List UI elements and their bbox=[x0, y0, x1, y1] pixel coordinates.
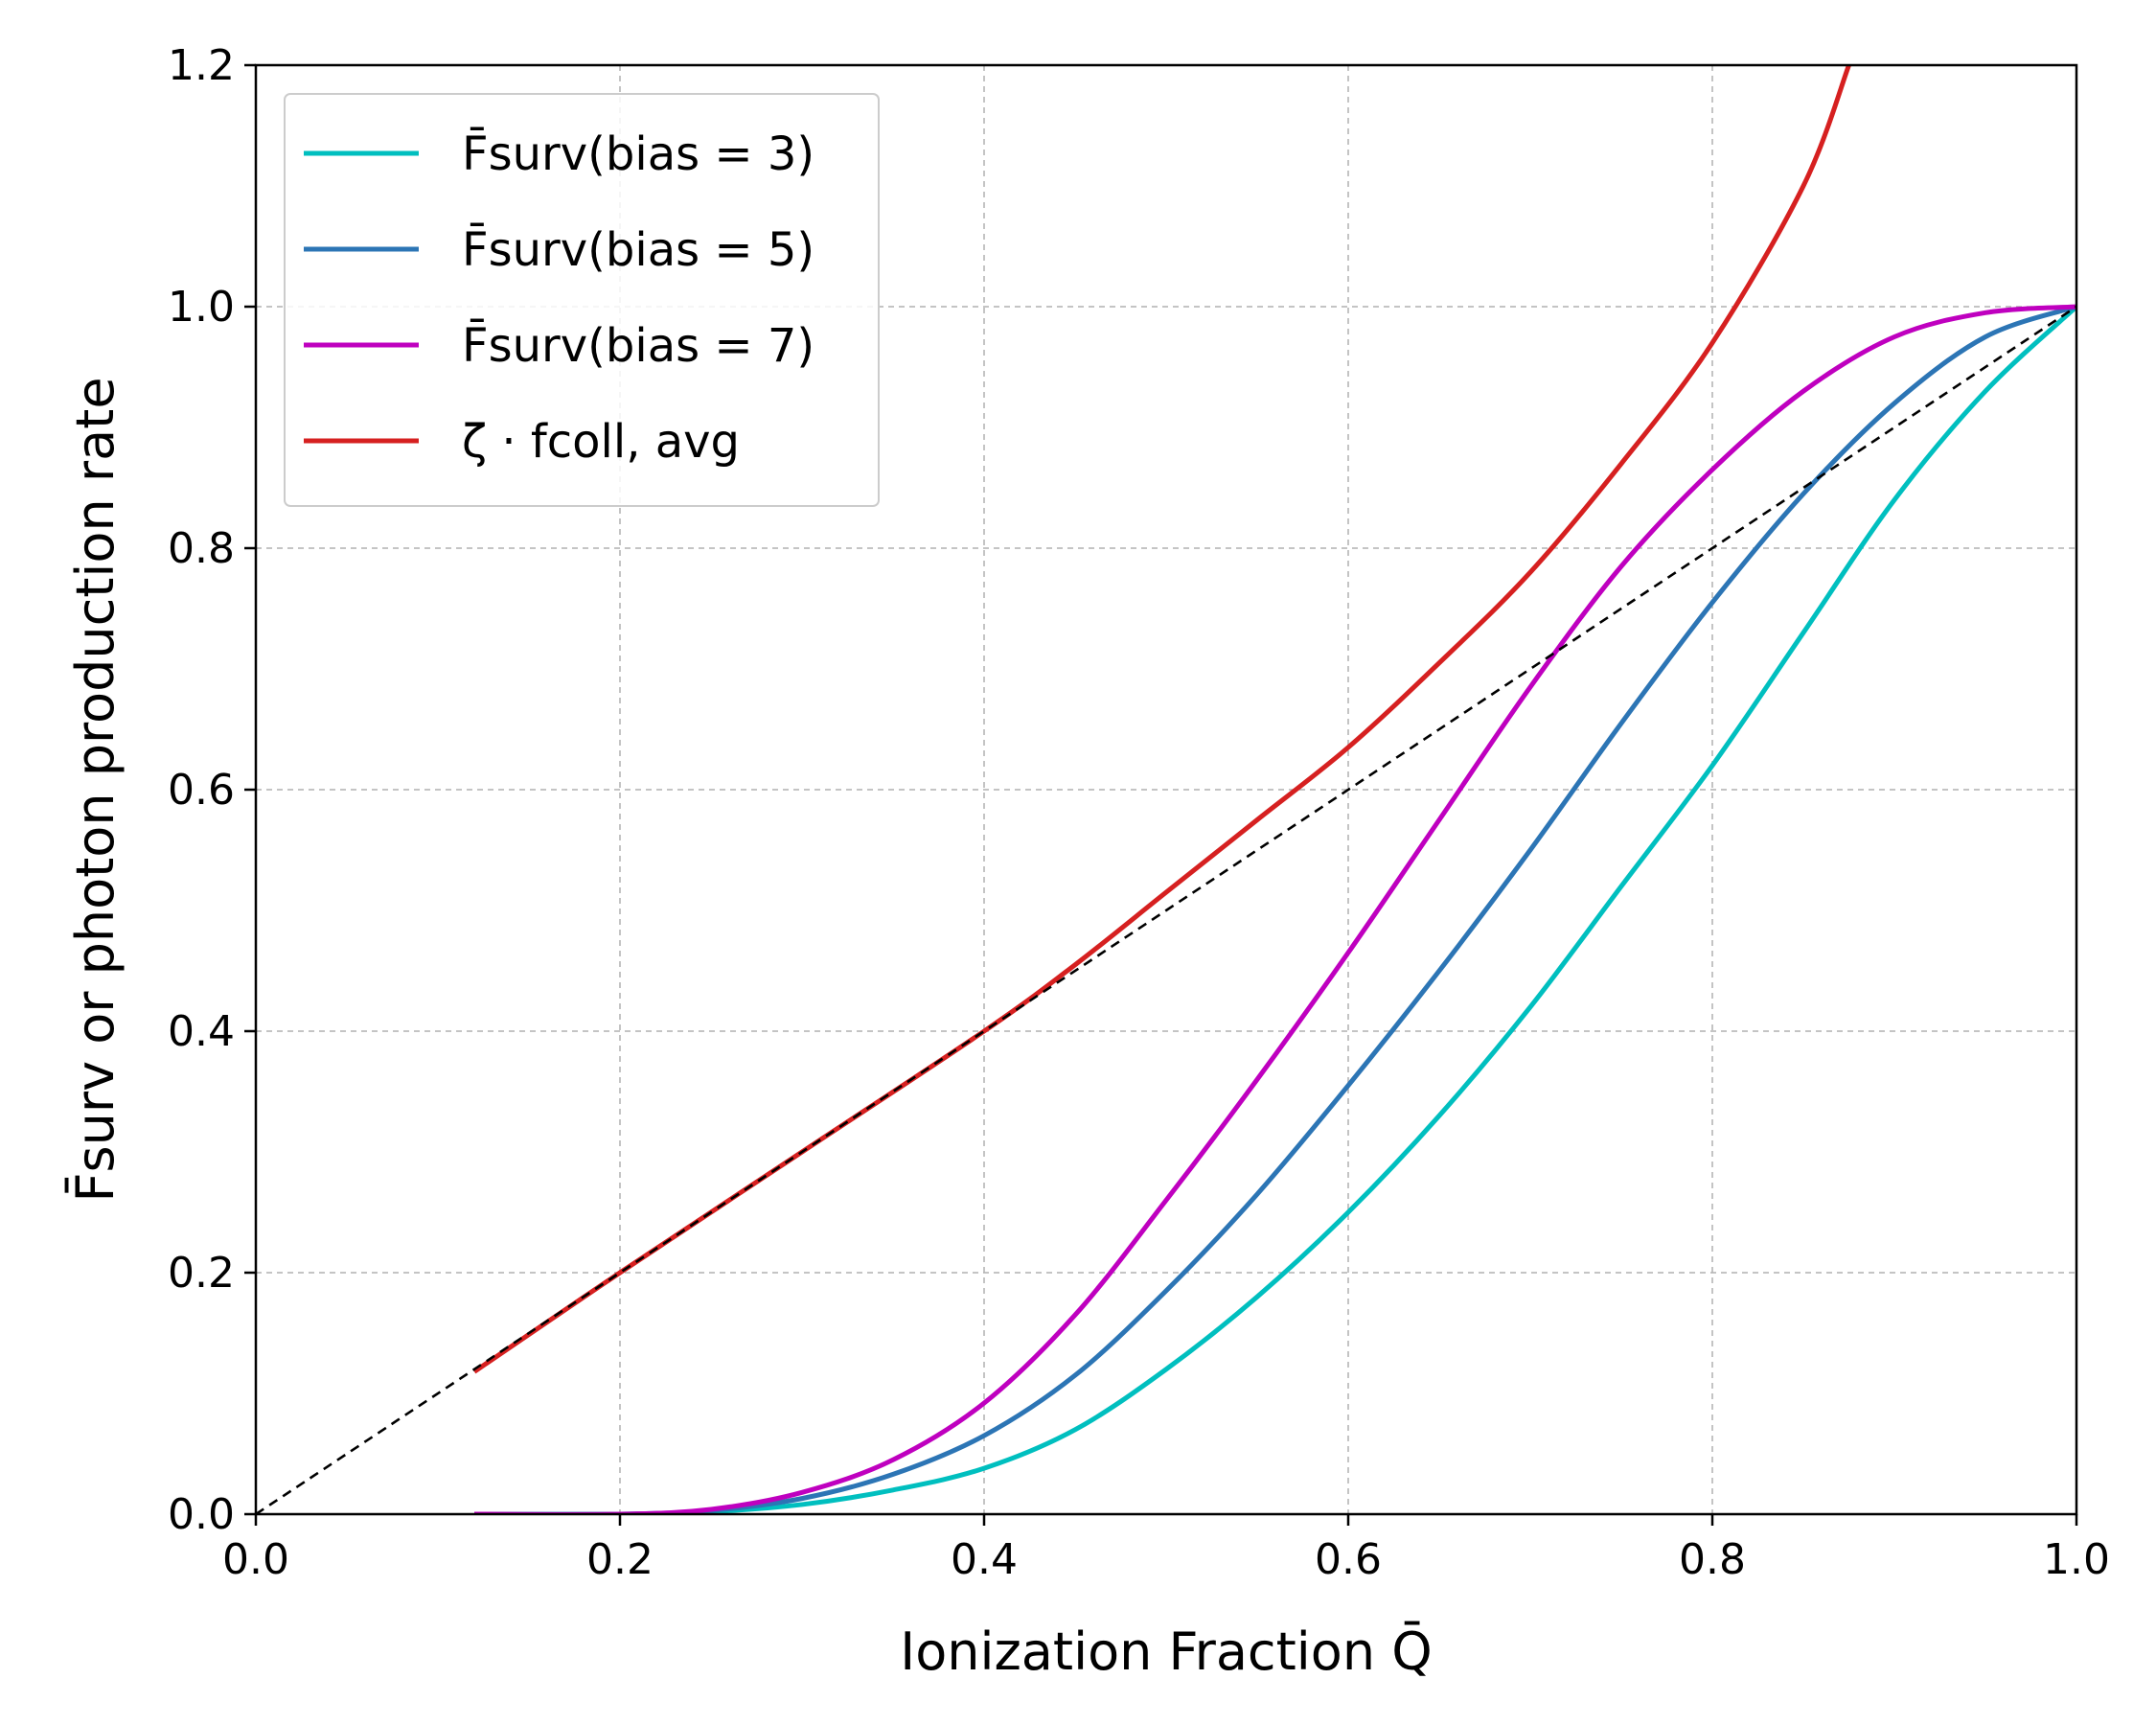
y-axis-label: F̄surv or photon production rate bbox=[65, 377, 126, 1202]
y-tick-label: 0.4 bbox=[168, 1007, 235, 1056]
x-tick-label: 0.4 bbox=[951, 1535, 1018, 1584]
ticks: 0.0 0.2 0.4 0.6 0.8 1.0 0.0 0.2 0.4 0.6 0.8 1.0 1.2 bbox=[168, 41, 2110, 1584]
legend-box bbox=[284, 93, 880, 507]
series-line-3 bbox=[472, 65, 1851, 1374]
legend: F̄surv(bias = 3) F̄surv(bias = 5) F̄surv(b… bbox=[284, 93, 880, 507]
x-tick-label: 0.8 bbox=[1679, 1535, 1746, 1584]
x-tick-label: 0.2 bbox=[586, 1535, 654, 1584]
legend-entry-label: F̄surv(bias = 3) bbox=[462, 126, 814, 181]
x-tick-label: 1.0 bbox=[2043, 1535, 2110, 1584]
y-tick-label: 0.0 bbox=[168, 1490, 235, 1539]
reference-line-dashed bbox=[256, 305, 2076, 1514]
legend-entry-label: F̄surv(bias = 5) bbox=[462, 222, 814, 277]
series-line-1 bbox=[474, 304, 2076, 1514]
legend-entry-label: ζ · fcoll, avg bbox=[462, 415, 740, 469]
y-tick-label: 0.8 bbox=[168, 524, 235, 573]
y-tick-label: 0.6 bbox=[168, 766, 235, 815]
x-tick-label: 0.0 bbox=[222, 1535, 289, 1584]
series-line-2 bbox=[474, 304, 2076, 1514]
y-tick-label: 1.0 bbox=[168, 283, 235, 332]
series-group bbox=[256, 65, 2076, 1514]
x-tick-label: 0.6 bbox=[1315, 1535, 1382, 1584]
y-tick-label: 0.2 bbox=[168, 1249, 235, 1298]
y-tick-label: 1.2 bbox=[168, 41, 235, 90]
x-axis-label: Ionization Fraction Q̄ bbox=[900, 1622, 1432, 1682]
legend-entry-label: F̄surv(bias = 7) bbox=[462, 318, 814, 373]
series-line-0 bbox=[474, 305, 2076, 1514]
